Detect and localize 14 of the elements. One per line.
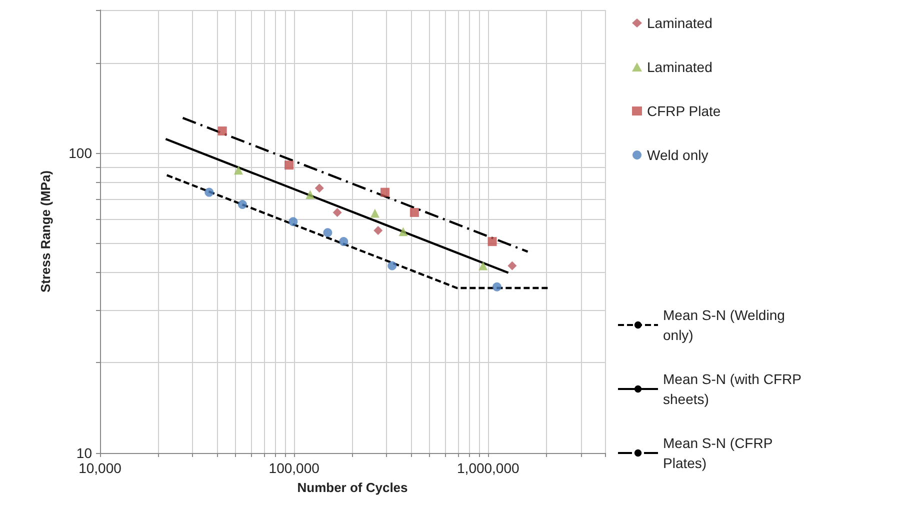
legend-label: Weld only (647, 147, 708, 163)
x-axis-title: Number of Cycles (297, 480, 408, 495)
y-tick-label: 10 (76, 445, 92, 461)
legend-label: Mean S-N (with CFRP sheets) (663, 371, 806, 407)
x-tick-label: 10,000 (78, 460, 122, 476)
y-tick-label: 100 (68, 145, 92, 162)
legend-label: Laminated (647, 59, 712, 75)
x-tick-label: 100,000 (268, 460, 320, 476)
x-tick-label: 1,000,000 (457, 460, 520, 476)
legend-label: Mean S-N (Welding only) (663, 307, 789, 343)
legend-label: Laminated (647, 15, 712, 31)
legend-label: Mean S-N (CFRP Plates) (663, 435, 776, 471)
legend-label: CFRP Plate (647, 103, 721, 119)
y-axis-title: Stress Range (MPa) (38, 170, 53, 293)
